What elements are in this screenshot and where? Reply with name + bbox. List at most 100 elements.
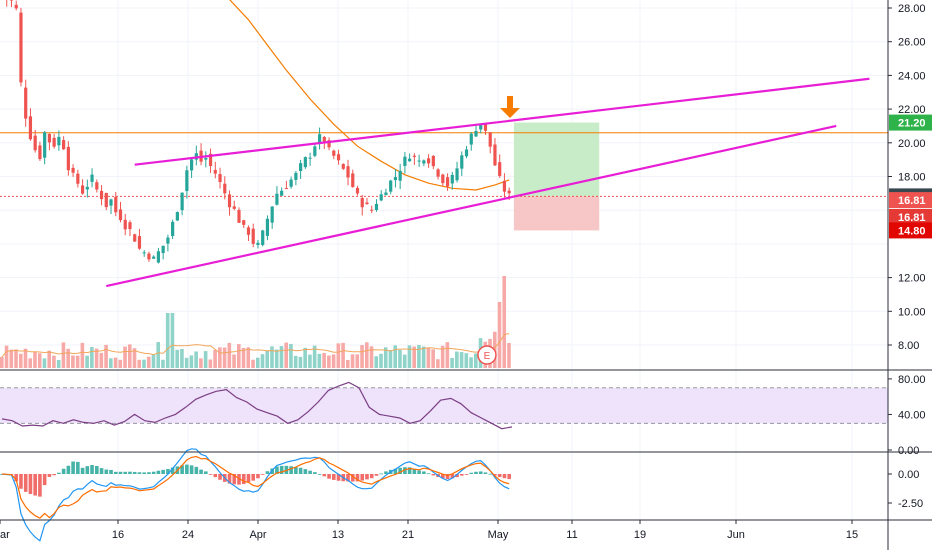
candle-body[interactable] <box>365 202 369 205</box>
candle-body[interactable] <box>502 180 507 192</box>
candle-body[interactable] <box>66 146 70 171</box>
candle-body[interactable] <box>341 163 345 169</box>
candle-body[interactable] <box>104 192 108 208</box>
candle-body[interactable] <box>474 130 478 137</box>
rsi-line[interactable] <box>1 381 513 430</box>
candle-body[interactable] <box>265 218 270 236</box>
candle-body[interactable] <box>24 87 28 119</box>
candle-body[interactable] <box>52 137 56 147</box>
candle-body[interactable] <box>336 154 341 161</box>
candle-body[interactable] <box>427 158 431 164</box>
candle-body[interactable] <box>76 173 80 184</box>
moving-average-line[interactable] <box>225 0 510 191</box>
earnings-badge[interactable] <box>477 345 497 365</box>
candle-body[interactable] <box>346 166 350 178</box>
candle-body[interactable] <box>246 227 251 235</box>
candle-body[interactable] <box>14 4 18 9</box>
candle-body[interactable] <box>360 197 364 208</box>
candle-body[interactable] <box>393 177 398 181</box>
candle-body[interactable] <box>464 149 469 157</box>
candle-body[interactable] <box>450 174 454 184</box>
candle-body[interactable] <box>308 157 312 159</box>
candle-body[interactable] <box>208 153 213 167</box>
candle-body[interactable] <box>355 187 360 194</box>
candle-body[interactable] <box>261 230 265 246</box>
signal-line[interactable] <box>1 455 510 519</box>
price-panel[interactable] <box>0 0 888 288</box>
upper-trendline[interactable] <box>134 77 870 166</box>
candle-body[interactable] <box>223 183 227 194</box>
candle-body[interactable] <box>403 156 407 166</box>
candle-body[interactable] <box>33 135 37 151</box>
candle-body[interactable] <box>99 190 104 200</box>
candle-body[interactable] <box>109 199 113 206</box>
candle-body[interactable] <box>493 144 497 166</box>
candle-body[interactable] <box>436 169 440 177</box>
candle-body[interactable] <box>232 206 236 209</box>
arrow-down-icon[interactable] <box>500 96 520 118</box>
rsi-panel[interactable] <box>0 381 888 430</box>
candle-body[interactable] <box>384 192 388 196</box>
candle-body[interactable] <box>294 172 298 180</box>
candle-body[interactable] <box>71 167 75 173</box>
candle-body[interactable] <box>161 245 165 254</box>
candle-body[interactable] <box>85 186 89 190</box>
candle-body[interactable] <box>190 159 194 171</box>
candle-body[interactable] <box>483 124 488 131</box>
candle-body[interactable] <box>237 209 241 223</box>
candle-body[interactable] <box>256 242 260 245</box>
candle-body[interactable] <box>95 182 99 190</box>
candle-body[interactable] <box>313 146 317 156</box>
candle-body[interactable] <box>479 123 483 130</box>
candle-body[interactable] <box>147 253 151 260</box>
candle-body[interactable] <box>389 180 393 192</box>
candle-body[interactable] <box>417 160 421 162</box>
candle-body[interactable] <box>133 234 137 242</box>
candle-body[interactable] <box>469 133 473 145</box>
candle-body[interactable] <box>9 0 14 1</box>
candle-body[interactable] <box>62 140 66 150</box>
candle-body[interactable] <box>43 132 47 158</box>
candle-body[interactable] <box>498 162 502 176</box>
candle-body[interactable] <box>289 179 293 187</box>
candle-body[interactable] <box>488 132 492 147</box>
candle-body[interactable] <box>332 150 336 156</box>
candle-body[interactable] <box>80 185 85 194</box>
candle-body[interactable] <box>507 190 511 194</box>
candle-body[interactable] <box>422 160 426 164</box>
candle-body[interactable] <box>175 212 179 221</box>
macd-panel[interactable] <box>0 448 511 542</box>
candle-body[interactable] <box>114 196 118 213</box>
candle-body[interactable] <box>142 252 146 254</box>
candle-body[interactable] <box>180 192 184 211</box>
candle-body[interactable] <box>441 174 445 184</box>
candle-body[interactable] <box>299 163 303 172</box>
candle-body[interactable] <box>128 222 132 230</box>
candle-body[interactable] <box>270 206 274 223</box>
candle-body[interactable] <box>28 116 33 140</box>
candle-body[interactable] <box>317 134 322 144</box>
lower-trendline[interactable] <box>106 124 837 288</box>
candle-body[interactable] <box>152 256 156 259</box>
candle-body[interactable] <box>379 194 383 201</box>
candle-body[interactable] <box>275 193 279 205</box>
candle-body[interactable] <box>455 168 459 181</box>
loss-zone[interactable] <box>513 196 600 231</box>
candle-body[interactable] <box>171 221 175 236</box>
candle-body[interactable] <box>213 169 217 174</box>
candle-body[interactable] <box>303 157 307 168</box>
candle-body[interactable] <box>242 220 246 225</box>
candle-body[interactable] <box>166 237 170 244</box>
candle-body[interactable] <box>251 228 255 244</box>
candle-body[interactable] <box>431 155 435 167</box>
candle-body[interactable] <box>284 188 288 190</box>
candle-body[interactable] <box>322 137 326 143</box>
candle-body[interactable] <box>460 155 464 169</box>
profit-zone[interactable] <box>513 122 600 197</box>
macd-line[interactable] <box>1 448 510 542</box>
candle-body[interactable] <box>351 173 355 188</box>
candle-body[interactable] <box>185 170 189 192</box>
candle-body[interactable] <box>374 203 379 211</box>
candle-body[interactable] <box>327 140 331 148</box>
